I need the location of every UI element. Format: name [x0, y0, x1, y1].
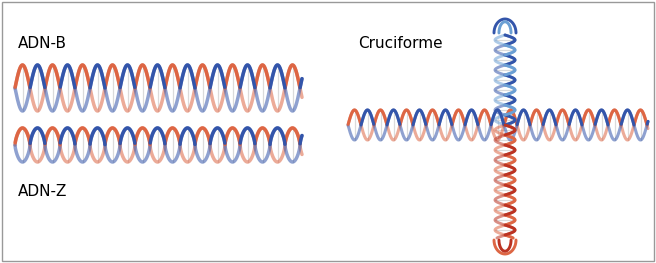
Text: ADN-Z: ADN-Z [18, 184, 68, 199]
Text: ADN-B: ADN-B [18, 36, 67, 50]
Text: Cruciforme: Cruciforme [358, 36, 443, 50]
